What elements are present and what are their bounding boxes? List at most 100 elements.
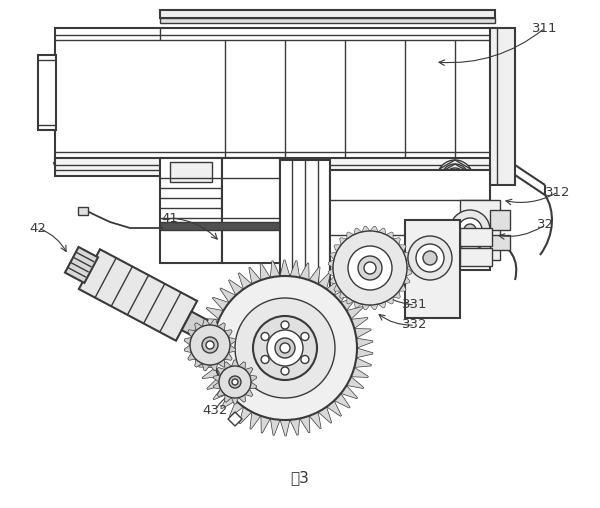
- Polygon shape: [268, 281, 274, 288]
- Circle shape: [235, 298, 335, 398]
- Circle shape: [450, 210, 490, 250]
- Polygon shape: [355, 329, 371, 338]
- Circle shape: [213, 276, 357, 420]
- Polygon shape: [207, 377, 223, 390]
- Polygon shape: [239, 362, 245, 369]
- Polygon shape: [305, 405, 313, 412]
- Polygon shape: [280, 420, 290, 436]
- Circle shape: [333, 231, 407, 305]
- Bar: [160, 10, 495, 18]
- Polygon shape: [206, 307, 223, 320]
- Polygon shape: [188, 353, 196, 360]
- Polygon shape: [212, 297, 229, 310]
- Bar: [460, 228, 492, 246]
- Bar: [78, 207, 88, 215]
- Polygon shape: [351, 367, 368, 377]
- Polygon shape: [318, 272, 331, 289]
- Polygon shape: [280, 260, 290, 276]
- Polygon shape: [356, 348, 373, 358]
- Circle shape: [261, 333, 269, 340]
- Polygon shape: [195, 323, 202, 331]
- Polygon shape: [345, 358, 352, 364]
- Polygon shape: [217, 343, 223, 348]
- Polygon shape: [202, 367, 219, 378]
- Polygon shape: [346, 337, 353, 342]
- Bar: [405, 220, 460, 318]
- Polygon shape: [217, 354, 224, 359]
- Circle shape: [206, 341, 214, 349]
- Polygon shape: [263, 407, 270, 414]
- Polygon shape: [197, 338, 214, 348]
- Polygon shape: [290, 261, 299, 277]
- Polygon shape: [334, 306, 341, 313]
- Polygon shape: [238, 273, 252, 289]
- Polygon shape: [341, 296, 357, 310]
- Polygon shape: [224, 362, 232, 369]
- Polygon shape: [337, 377, 345, 385]
- Polygon shape: [232, 360, 239, 366]
- Polygon shape: [340, 291, 347, 298]
- Polygon shape: [214, 382, 221, 389]
- Polygon shape: [309, 412, 321, 429]
- Polygon shape: [218, 332, 225, 338]
- Circle shape: [464, 224, 476, 236]
- Polygon shape: [239, 395, 245, 402]
- Polygon shape: [299, 263, 309, 280]
- Polygon shape: [260, 263, 271, 280]
- Polygon shape: [403, 276, 410, 284]
- Circle shape: [458, 218, 482, 242]
- Circle shape: [437, 160, 473, 196]
- Polygon shape: [328, 268, 334, 276]
- Text: 331: 331: [402, 299, 428, 311]
- Polygon shape: [210, 320, 218, 327]
- Text: 32: 32: [536, 218, 554, 232]
- Polygon shape: [224, 395, 232, 402]
- Circle shape: [301, 333, 309, 340]
- Polygon shape: [195, 359, 202, 367]
- Polygon shape: [347, 306, 363, 320]
- Polygon shape: [342, 368, 349, 375]
- Polygon shape: [199, 358, 215, 367]
- Polygon shape: [347, 297, 354, 304]
- Polygon shape: [228, 412, 242, 426]
- Circle shape: [253, 316, 317, 380]
- Bar: [182, 311, 208, 338]
- Bar: [38, 55, 56, 130]
- Polygon shape: [274, 409, 280, 416]
- Polygon shape: [245, 367, 253, 375]
- Bar: [55, 28, 500, 160]
- Polygon shape: [403, 252, 410, 260]
- Bar: [330, 170, 490, 270]
- Polygon shape: [347, 377, 364, 389]
- Polygon shape: [330, 276, 337, 284]
- Text: 42: 42: [29, 221, 46, 235]
- Polygon shape: [362, 304, 370, 310]
- Circle shape: [232, 379, 238, 385]
- Circle shape: [364, 262, 376, 274]
- Polygon shape: [290, 419, 299, 435]
- Polygon shape: [217, 389, 225, 396]
- Polygon shape: [249, 267, 261, 284]
- Polygon shape: [378, 228, 386, 235]
- Polygon shape: [217, 367, 225, 375]
- Polygon shape: [224, 330, 232, 337]
- Polygon shape: [334, 284, 341, 291]
- Text: 332: 332: [402, 319, 428, 332]
- Polygon shape: [218, 323, 225, 331]
- Polygon shape: [261, 416, 271, 433]
- Circle shape: [261, 356, 269, 364]
- Bar: [65, 247, 98, 283]
- Polygon shape: [290, 280, 296, 287]
- Polygon shape: [225, 311, 233, 319]
- Bar: [460, 248, 492, 266]
- Polygon shape: [218, 359, 225, 367]
- Polygon shape: [250, 382, 257, 389]
- Circle shape: [275, 338, 295, 358]
- Polygon shape: [370, 304, 378, 310]
- Polygon shape: [351, 318, 368, 329]
- Polygon shape: [235, 390, 243, 398]
- Polygon shape: [271, 419, 280, 435]
- Text: 41: 41: [161, 211, 178, 225]
- Polygon shape: [362, 226, 370, 232]
- Polygon shape: [232, 398, 239, 404]
